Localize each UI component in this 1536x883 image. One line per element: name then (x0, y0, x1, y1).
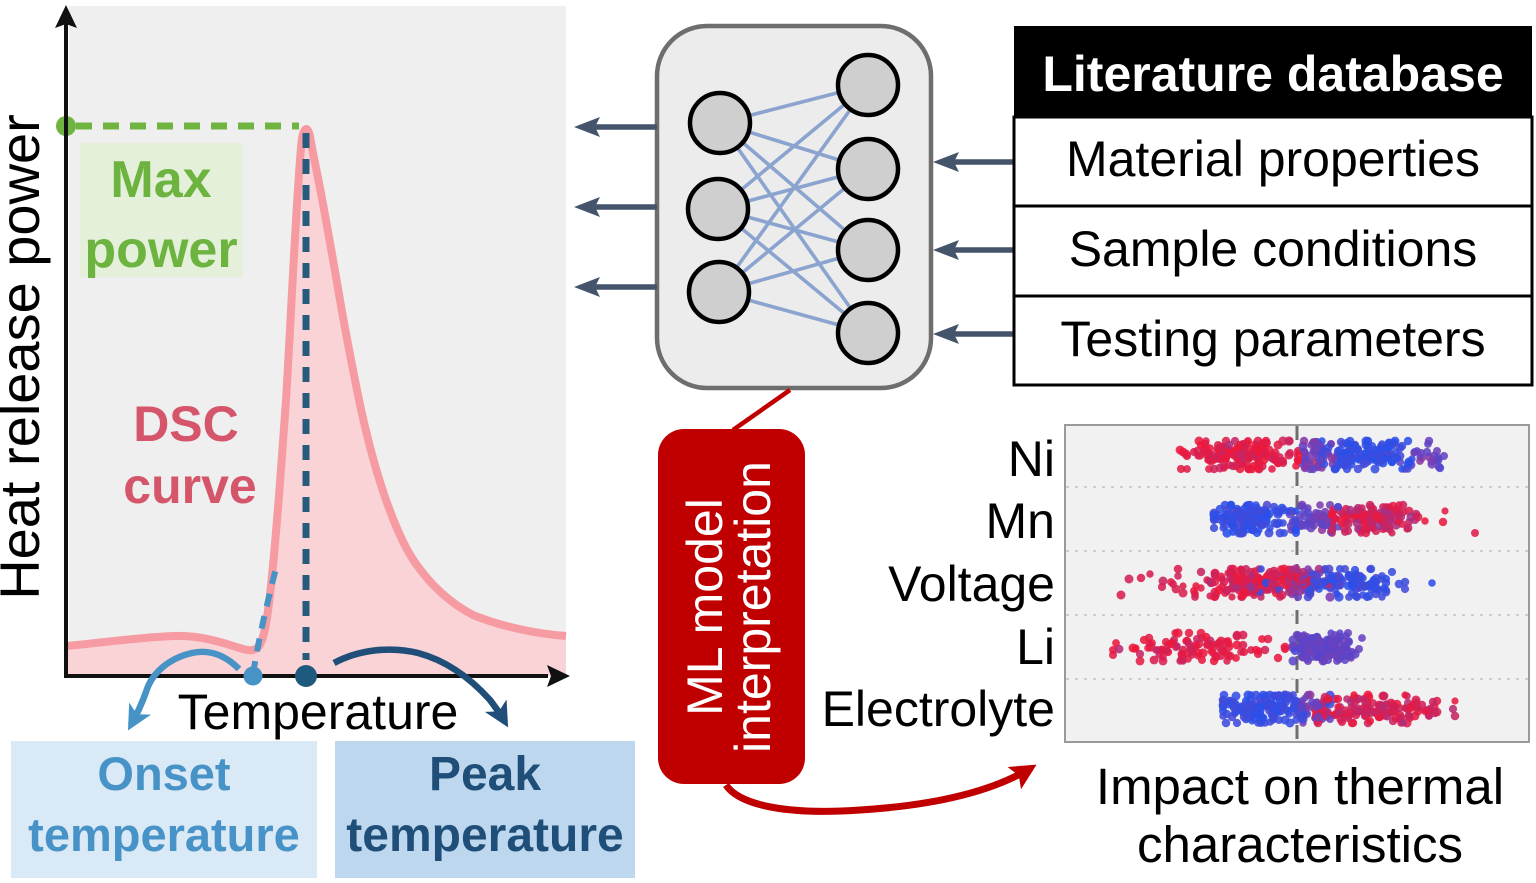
svg-text:Onset: Onset (97, 747, 231, 800)
svg-text:temperature: temperature (346, 809, 623, 862)
svg-text:curve: curve (123, 458, 256, 514)
svg-text:Li: Li (1016, 619, 1055, 675)
svg-text:Ni: Ni (1008, 431, 1055, 487)
svg-text:power: power (84, 221, 237, 279)
svg-text:Impact on thermal: Impact on thermal (1096, 758, 1504, 815)
svg-text:Heat release power: Heat release power (0, 114, 51, 600)
svg-text:Voltage: Voltage (888, 556, 1055, 612)
svg-text:Mn: Mn (986, 493, 1055, 549)
svg-text:characteristics: characteristics (1137, 816, 1463, 873)
svg-text:Material properties: Material properties (1066, 131, 1480, 187)
svg-text:Testing parameters: Testing parameters (1060, 311, 1485, 367)
svg-text:Sample conditions: Sample conditions (1069, 221, 1478, 277)
svg-text:temperature: temperature (28, 808, 300, 861)
svg-text:Peak: Peak (429, 748, 541, 801)
svg-text:DSC: DSC (133, 396, 239, 452)
svg-text:Temperature: Temperature (178, 684, 459, 740)
svg-text:Electrolyte: Electrolyte (822, 681, 1055, 737)
svg-text:ML model: ML model (677, 498, 733, 716)
svg-text:Max: Max (110, 151, 211, 209)
svg-text:interpretation: interpretation (725, 461, 781, 753)
svg-text:Literature database: Literature database (1042, 46, 1503, 102)
